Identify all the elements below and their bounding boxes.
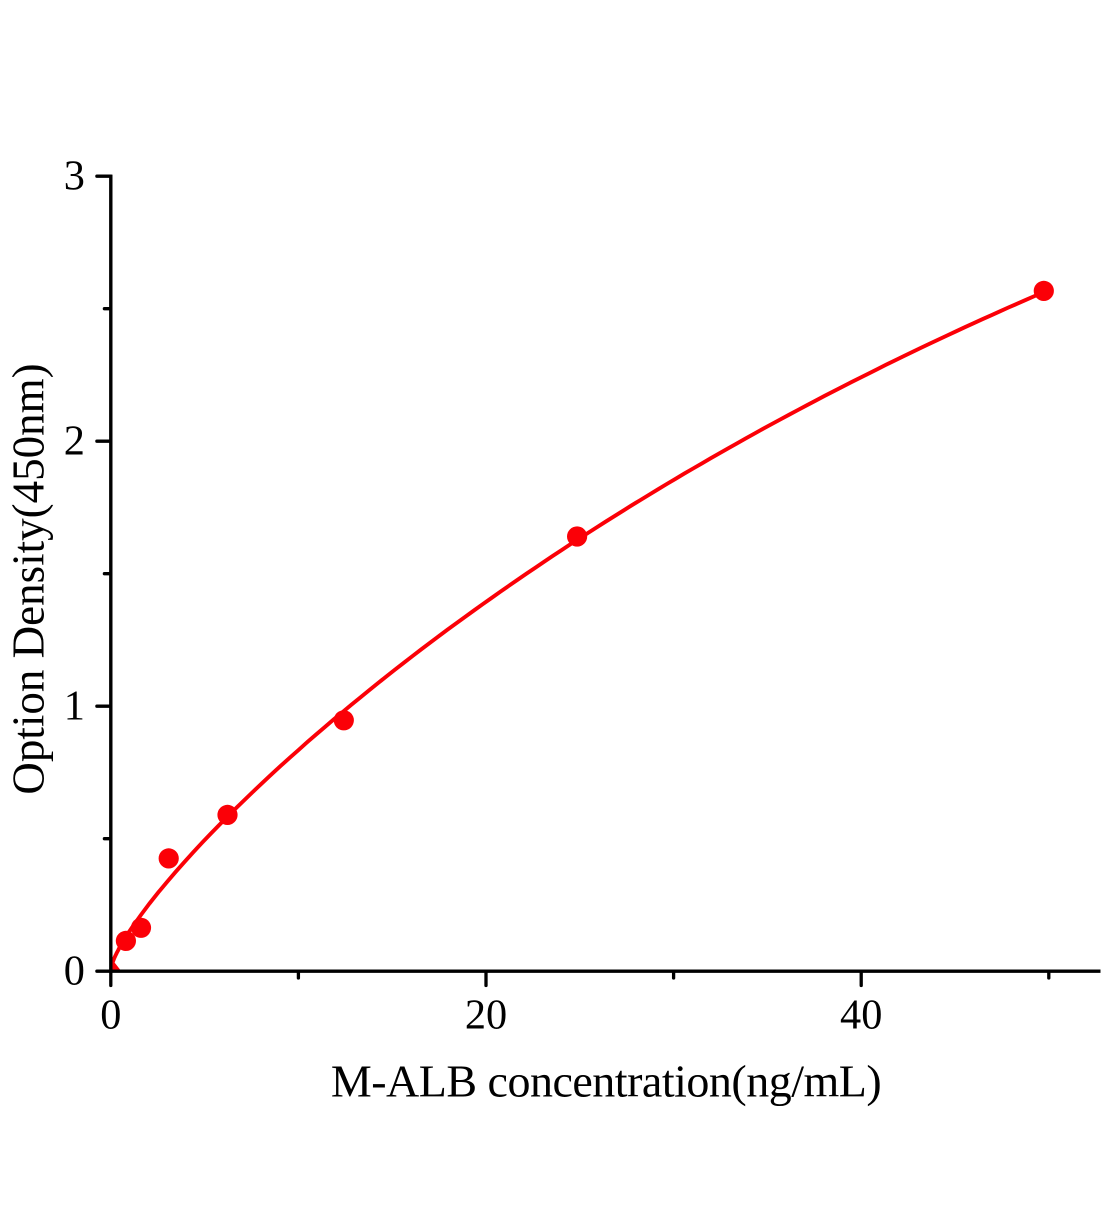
svg-text:Option Density(450nm): Option Density(450nm) — [4, 363, 54, 794]
svg-text:1: 1 — [64, 682, 85, 729]
svg-text:0: 0 — [100, 992, 121, 1039]
svg-text:3: 3 — [64, 152, 85, 199]
svg-text:0: 0 — [64, 947, 85, 994]
svg-text:2: 2 — [64, 417, 85, 464]
svg-text:20: 20 — [465, 992, 507, 1039]
svg-text:40: 40 — [840, 992, 882, 1039]
svg-text:M-ALB concentration(ng/mL): M-ALB concentration(ng/mL) — [331, 1056, 881, 1107]
